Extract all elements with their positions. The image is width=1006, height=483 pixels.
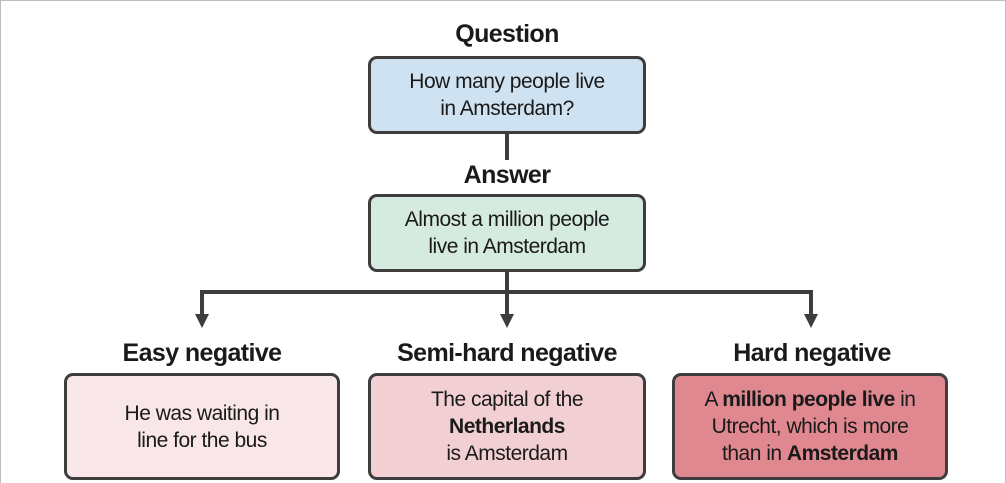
hard-negative-line-1-start: A xyxy=(704,388,723,411)
question-box: How many people live in Amsterdam? xyxy=(368,56,646,134)
answer-line-2: live in Amsterdam xyxy=(428,235,586,258)
question-line-1: How many people live xyxy=(409,70,605,93)
answer-box: Almost a million people live in Amsterda… xyxy=(368,194,646,272)
easy-negative-line-2: line for the bus xyxy=(137,428,267,452)
easy-negative-label: Easy negative xyxy=(122,339,283,367)
hard-negative-keyword-2: Amsterdam xyxy=(786,442,899,465)
semi-hard-negative-line-1: The capital of the xyxy=(430,388,584,411)
frame-left-edge xyxy=(0,458,1,483)
question-label: Question xyxy=(455,20,559,48)
question-line-2: in Amsterdam? xyxy=(440,97,574,120)
easy-negative-line-1: He was waiting in xyxy=(124,401,280,425)
answer-label: Answer xyxy=(463,161,551,189)
hard-negative-line-2: Utrecht, which is more xyxy=(711,415,909,438)
semi-hard-negative-box: The capital of the Netherlands is Amster… xyxy=(368,373,646,480)
hard-negative-label: Hard negative xyxy=(733,339,891,367)
easy-negative-box: He was waiting in line for the bus xyxy=(64,373,340,480)
hard-negative-keyword-1: million people live xyxy=(722,388,895,411)
semi-hard-negative-label: Semi-hard negative xyxy=(397,339,617,367)
semi-hard-negative-line-3: is Amsterdam xyxy=(446,442,568,465)
hard-negative-line-1-end: in xyxy=(894,388,916,411)
hard-negative-line-3-start: than in xyxy=(722,442,787,465)
semi-hard-negative-keyword: Netherlands xyxy=(449,415,565,438)
hard-negative-box: A million people live in Utrecht, which … xyxy=(672,373,948,480)
answer-line-1: Almost a million people xyxy=(404,208,610,231)
